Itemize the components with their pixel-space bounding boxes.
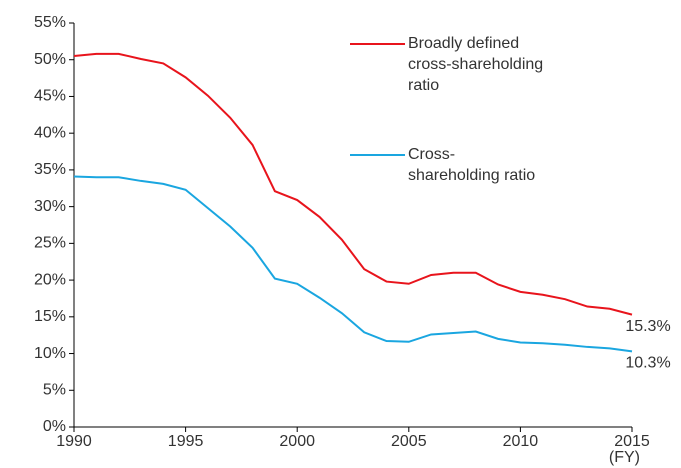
y-tick-label: 55% xyxy=(34,14,66,31)
y-tick-label: 20% xyxy=(34,271,66,288)
series-line xyxy=(73,52,633,316)
data-label: 10.3% xyxy=(625,355,670,372)
x-axis-label: (FY) xyxy=(609,449,640,466)
y-tick-label: 5% xyxy=(43,381,66,398)
x-tick-label: 2015 xyxy=(614,433,650,450)
y-tick-label: 45% xyxy=(34,88,66,105)
y-tick-label: 40% xyxy=(34,124,66,141)
series-line xyxy=(73,175,633,353)
legend-label: Broadly defined cross-shareholding ratio xyxy=(408,35,544,94)
y-tick-label: 15% xyxy=(34,308,66,325)
y-tick-label: 0% xyxy=(43,418,66,435)
x-tick-label: 2005 xyxy=(391,433,427,450)
data-label: 15.3% xyxy=(625,318,670,335)
legend-label: Cross-shareholding ratio xyxy=(408,146,536,184)
x-tick-label: 2000 xyxy=(279,433,315,450)
x-tick-label: 1995 xyxy=(168,433,204,450)
y-tick-label: 10% xyxy=(34,345,66,362)
y-tick-label: 25% xyxy=(34,235,66,252)
y-tick-label: 30% xyxy=(34,198,66,215)
y-tick-label: 35% xyxy=(34,161,66,178)
x-tick-label: 2010 xyxy=(503,433,539,450)
y-tick-label: 50% xyxy=(34,51,66,68)
x-tick-label: 1990 xyxy=(56,433,92,450)
